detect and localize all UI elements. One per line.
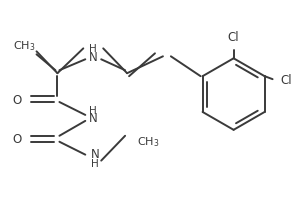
Text: Cl: Cl [281,73,292,86]
Text: O: O [12,93,21,106]
Text: H: H [89,105,97,115]
Text: O: O [12,133,21,146]
Text: N: N [89,50,98,63]
Text: N: N [91,147,100,160]
Text: CH$_3$: CH$_3$ [137,134,160,148]
Text: CH$_3$: CH$_3$ [13,39,36,53]
Text: N: N [89,112,98,125]
Text: Cl: Cl [228,31,239,44]
Text: H: H [89,44,97,54]
Text: H: H [91,158,99,168]
